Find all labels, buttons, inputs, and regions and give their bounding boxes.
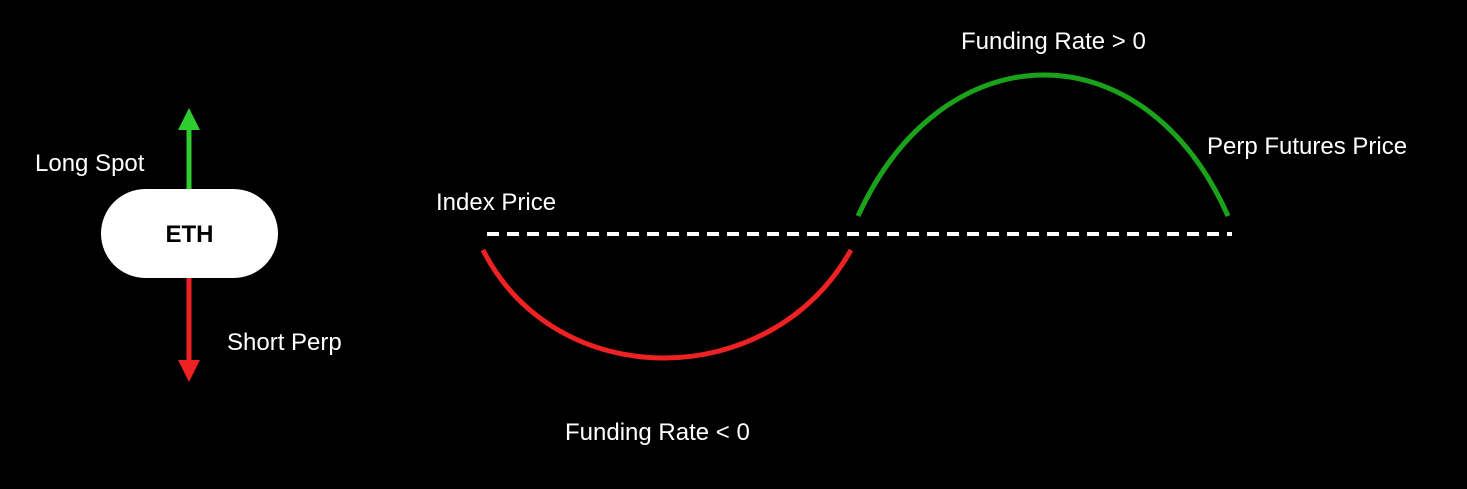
eth-label: ETH bbox=[166, 221, 214, 248]
long-spot-label: Long Spot bbox=[35, 150, 145, 177]
perp-price-curve-below-index bbox=[480, 248, 854, 361]
eth-pill bbox=[101, 189, 278, 278]
short-perp-arrow-head bbox=[178, 360, 200, 382]
long-spot-arrow-head bbox=[178, 108, 200, 130]
funding-rate-negative-label: Funding Rate < 0 bbox=[565, 419, 750, 446]
short-perp-label: Short Perp bbox=[227, 329, 342, 356]
index-price-label: Index Price bbox=[436, 189, 556, 216]
perp-price-curve-above-index bbox=[855, 72, 1231, 218]
eth-position-group: ETH Long Spot Short Perp bbox=[35, 108, 342, 382]
perp-futures-price-label: Perp Futures Price bbox=[1207, 133, 1407, 160]
funding-rate-positive-label: Funding Rate > 0 bbox=[961, 28, 1146, 55]
price-curves-group: Index Price Perp Futures Price Funding R… bbox=[436, 28, 1407, 446]
